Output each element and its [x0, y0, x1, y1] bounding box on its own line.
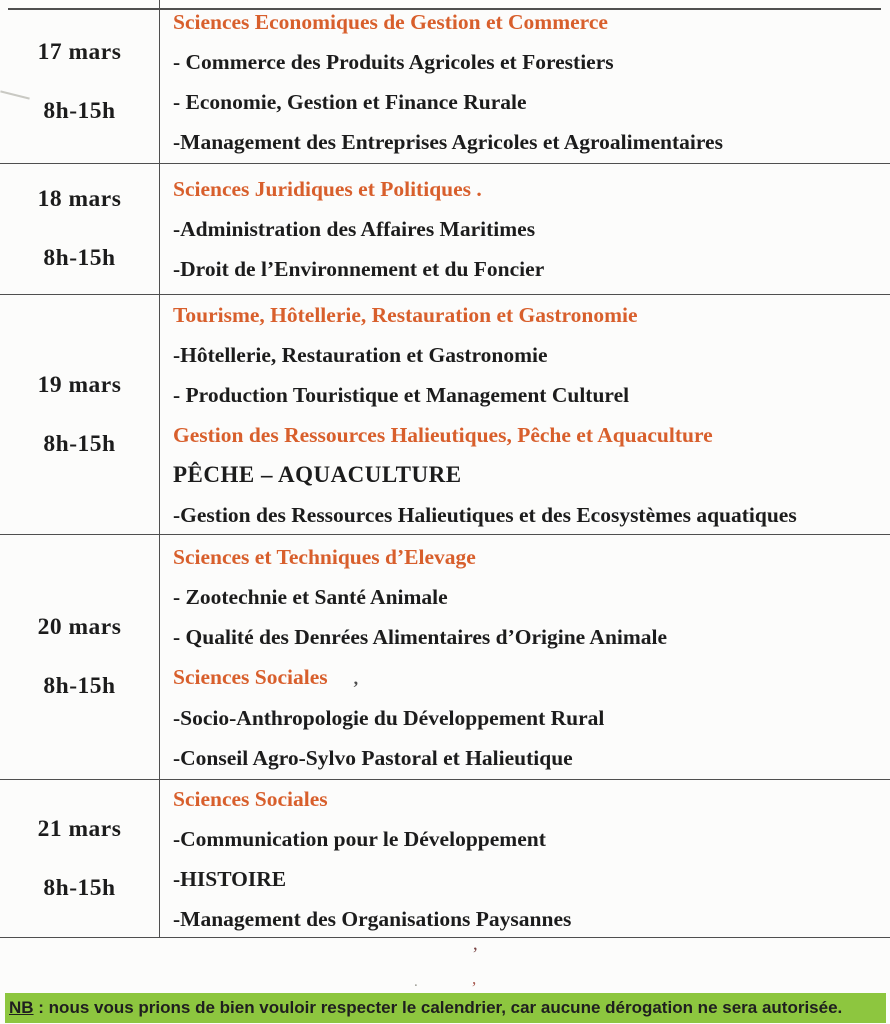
- subject-item: - Economie, Gestion et Finance Rurale: [173, 89, 527, 114]
- date-cell: 21 mars 8h-15h: [0, 780, 160, 937]
- category-heading: Sciences Sociales,: [173, 657, 882, 698]
- table-row: 18 mars 8h-15h Sciences Juridiques et Po…: [0, 164, 890, 295]
- exam-time: 8h-15h: [43, 673, 116, 699]
- table-row: 19 mars 8h-15h Tourisme, Hôtellerie, Res…: [0, 295, 890, 535]
- subject-item: -HISTOIRE: [173, 866, 287, 891]
- nb-text: : nous vous prions de bien vouloir respe…: [33, 998, 843, 1017]
- subject-group-title: PÊCHE – AQUACULTURE: [173, 461, 462, 487]
- date-cell: 17 mars 8h-15h: [0, 0, 160, 163]
- exam-date: 17 mars: [37, 38, 122, 65]
- subjects-cell: Sciences Juridiques et Politiques . -Adm…: [160, 164, 890, 294]
- exam-time: 8h-15h: [43, 245, 116, 271]
- exam-date: 21 mars: [37, 815, 122, 842]
- date-cell: 20 mars 8h-15h: [0, 535, 160, 779]
- subject-item: -Management des Entreprises Agricoles et…: [173, 129, 723, 154]
- exam-time: 8h-15h: [43, 874, 116, 901]
- scan-mark: ’: [472, 944, 479, 965]
- subjects-cell: Tourisme, Hôtellerie, Restauration et Ga…: [160, 295, 890, 534]
- category-heading: Sciences Economiques de Gestion et Comme…: [173, 9, 608, 34]
- subject-item: -Communication pour le Développement: [173, 826, 546, 851]
- subject-item: -Conseil Agro-Sylvo Pastoral et Halieuti…: [173, 745, 573, 770]
- category-heading: Sciences Juridiques et Politiques .: [173, 177, 482, 201]
- nb-label: NB: [9, 998, 34, 1017]
- subject-item: -Management des Organisations Paysannes: [173, 906, 572, 931]
- nb-note: NB : nous vous prions de bien vouloir re…: [5, 993, 886, 1023]
- table-row: 17 mars 8h-15h Sciences Economiques de G…: [0, 0, 890, 164]
- subjects-cell: Sciences Economiques de Gestion et Comme…: [160, 0, 890, 163]
- scan-mark: ,: [472, 969, 477, 988]
- scan-mark: .: [414, 974, 418, 990]
- scan-mark: ,: [353, 667, 359, 688]
- subject-item: -Hôtellerie, Restauration et Gastronomie: [173, 342, 548, 367]
- category-heading: Gestion des Ressources Halieutiques, Pêc…: [173, 422, 713, 447]
- subject-item: -Administration des Affaires Maritimes: [173, 217, 536, 241]
- table-row: 20 mars 8h-15h Sciences et Techniques d’…: [0, 535, 890, 780]
- date-cell: 19 mars 8h-15h: [0, 295, 160, 534]
- exam-time: 8h-15h: [43, 97, 116, 124]
- subject-item: - Zootechnie et Santé Animale: [173, 584, 448, 609]
- date-cell: 18 mars 8h-15h: [0, 164, 160, 294]
- category-heading: Sciences et Techniques d’Elevage: [173, 544, 476, 569]
- subject-item: - Production Touristique et Management C…: [173, 382, 630, 407]
- exam-date: 18 mars: [37, 186, 122, 212]
- subject-item: -Gestion des Ressources Halieutiques et …: [173, 502, 797, 527]
- subject-item: -Socio-Anthropologie du Développement Ru…: [173, 705, 605, 730]
- subject-item: - Qualité des Denrées Alimentaires d’Ori…: [173, 624, 668, 649]
- exam-time: 8h-15h: [43, 430, 116, 457]
- table-row: 21 mars 8h-15h Sciences Sociales -Commun…: [0, 780, 890, 938]
- category-heading: Sciences Sociales: [173, 786, 328, 811]
- subjects-cell: Sciences Sociales -Communication pour le…: [160, 780, 890, 937]
- category-heading-text: Sciences Sociales: [173, 664, 328, 689]
- subject-item: - Commerce des Produits Agricoles et For…: [173, 49, 614, 74]
- exam-schedule-table: [8, 8, 881, 10]
- exam-date: 20 mars: [37, 614, 122, 640]
- exam-date: 19 mars: [37, 371, 122, 398]
- subjects-cell: Sciences et Techniques d’Elevage - Zoote…: [160, 535, 890, 779]
- subject-item: -Droit de l’Environnement et du Foncier: [173, 257, 545, 281]
- category-heading: Tourisme, Hôtellerie, Restauration et Ga…: [173, 302, 638, 327]
